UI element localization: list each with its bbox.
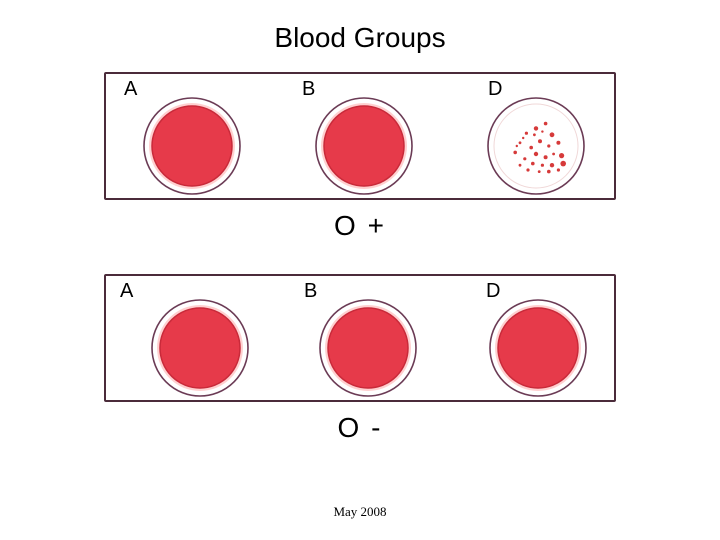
slide-svg bbox=[106, 276, 614, 400]
page-title: Blood Groups bbox=[0, 0, 720, 72]
well-label: B bbox=[304, 280, 317, 303]
slide-svg bbox=[106, 74, 614, 198]
slide-panel-o-negative: ABD bbox=[104, 274, 616, 402]
footer-date: May 2008 bbox=[0, 504, 720, 520]
group-label-o-positive: O + bbox=[104, 200, 616, 274]
well-label: A bbox=[124, 78, 137, 101]
well-label: D bbox=[486, 280, 500, 303]
well-label: A bbox=[120, 280, 133, 303]
group-label-o-negative: O - bbox=[104, 402, 616, 476]
diagram-container: A B D O + A B D O - bbox=[104, 72, 616, 476]
slide-panel-o-positive: ABD bbox=[104, 72, 616, 200]
well-label: D bbox=[488, 78, 502, 101]
well-label: B bbox=[302, 78, 315, 101]
